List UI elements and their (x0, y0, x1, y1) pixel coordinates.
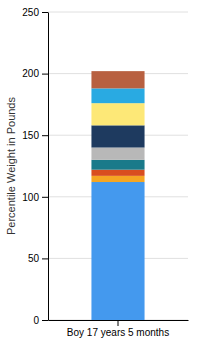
y-tick: 100 (22, 192, 48, 203)
bar-segment (91, 103, 144, 125)
y-tick-label: 200 (22, 68, 39, 79)
y-axis: 0 50 100 150 200 250 (22, 7, 48, 326)
y-tick-label: 0 (33, 315, 39, 326)
y-tick: 150 (22, 130, 48, 141)
bar-segment (91, 182, 144, 320)
chart-svg: 0 50 100 150 200 250 Boy 17 years 5 months Perc… (0, 0, 200, 350)
x-tick-label: Boy 17 years 5 months (67, 327, 169, 338)
y-tick-mark (42, 320, 48, 321)
bar-segment (91, 148, 144, 160)
y-tick: 50 (28, 253, 48, 264)
x-axis: Boy 17 years 5 months (49, 320, 189, 338)
x-tick-mark (118, 320, 119, 326)
x-tick: Boy 17 years 5 months (67, 320, 169, 338)
y-tick-label: 150 (22, 130, 39, 141)
y-tick-mark (42, 135, 48, 136)
y-tick-mark (42, 197, 48, 198)
bar-segment (91, 71, 144, 88)
y-tick-mark (42, 258, 48, 259)
grid (48, 12, 188, 320)
bar-segment (91, 176, 144, 182)
grid-line (48, 12, 188, 13)
bar-segment (91, 88, 144, 103)
y-tick-mark (42, 12, 48, 13)
y-tick-label: 100 (22, 192, 39, 203)
y-tick: 250 (22, 7, 48, 18)
y-tick: 200 (22, 68, 48, 79)
y-tick-label: 250 (22, 7, 39, 18)
bars (91, 71, 144, 320)
bar-segment (91, 125, 144, 147)
y-axis-line (48, 13, 49, 321)
plot-area: 0 50 100 150 200 250 Boy 17 years 5 months (22, 7, 188, 338)
y-tick-mark (42, 74, 48, 75)
y-tick: 0 (33, 315, 48, 326)
chart-container: 0 50 100 150 200 250 Boy 17 years 5 months Perc… (0, 0, 200, 350)
bar-segment (91, 160, 144, 170)
y-axis-title: Percentile Weight in Pounds (5, 97, 17, 235)
y-tick-label: 50 (28, 253, 40, 264)
bar-segment (91, 170, 144, 176)
